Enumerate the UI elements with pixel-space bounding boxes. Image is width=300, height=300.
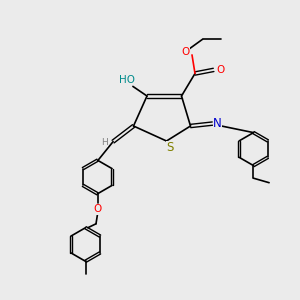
Text: HO: HO	[119, 75, 135, 85]
Text: H: H	[101, 138, 107, 147]
Text: O: O	[93, 204, 102, 214]
Text: O: O	[181, 47, 190, 57]
Text: S: S	[167, 141, 174, 154]
Text: N: N	[213, 117, 222, 130]
Text: O: O	[216, 65, 224, 75]
